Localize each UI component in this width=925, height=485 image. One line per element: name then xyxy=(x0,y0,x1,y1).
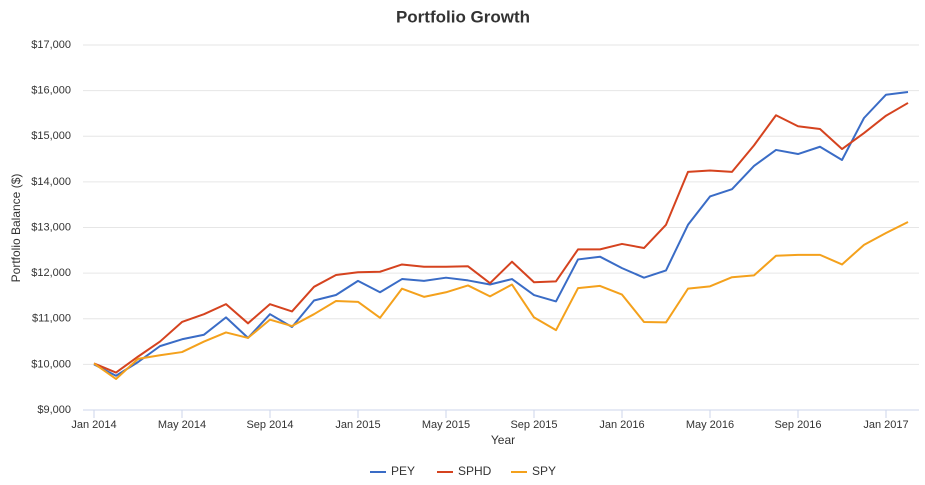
x-tick-label: Jan 2014 xyxy=(71,419,116,431)
series-line xyxy=(93,221,909,380)
series-line xyxy=(93,91,909,377)
y-tick-label: $10,000 xyxy=(31,358,71,370)
legend-label: SPHD xyxy=(458,464,492,478)
x-tick-label: May 2014 xyxy=(158,419,206,431)
y-tick-label: $13,000 xyxy=(31,221,71,233)
y-tick-label: $11,000 xyxy=(32,313,71,325)
chart-title: Portfolio Growth xyxy=(396,7,530,26)
legend-label: PEY xyxy=(391,464,415,478)
y-tick-label: $14,000 xyxy=(31,176,71,188)
x-tick-label: Sep 2014 xyxy=(246,419,293,431)
y-tick-label: $16,000 xyxy=(31,85,71,97)
x-tick-label: Jan 2017 xyxy=(863,419,908,431)
legend-label: SPY xyxy=(532,464,556,478)
y-axis-label: Portfolio Balance ($) xyxy=(9,174,23,283)
x-tick-label: Jan 2015 xyxy=(335,419,380,431)
y-tick-label: $12,000 xyxy=(31,267,71,279)
y-tick-label: $15,000 xyxy=(31,130,71,142)
y-tick-label: $9,000 xyxy=(37,404,71,416)
x-tick-label: Sep 2015 xyxy=(510,419,557,431)
x-axis-label: Year xyxy=(491,433,515,447)
series-line xyxy=(93,102,909,374)
x-tick-label: May 2015 xyxy=(422,419,470,431)
x-tick-label: May 2016 xyxy=(686,419,734,431)
x-tick-label: Jan 2016 xyxy=(599,419,644,431)
y-tick-label: $17,000 xyxy=(31,39,71,51)
x-tick-label: Sep 2016 xyxy=(774,419,821,431)
